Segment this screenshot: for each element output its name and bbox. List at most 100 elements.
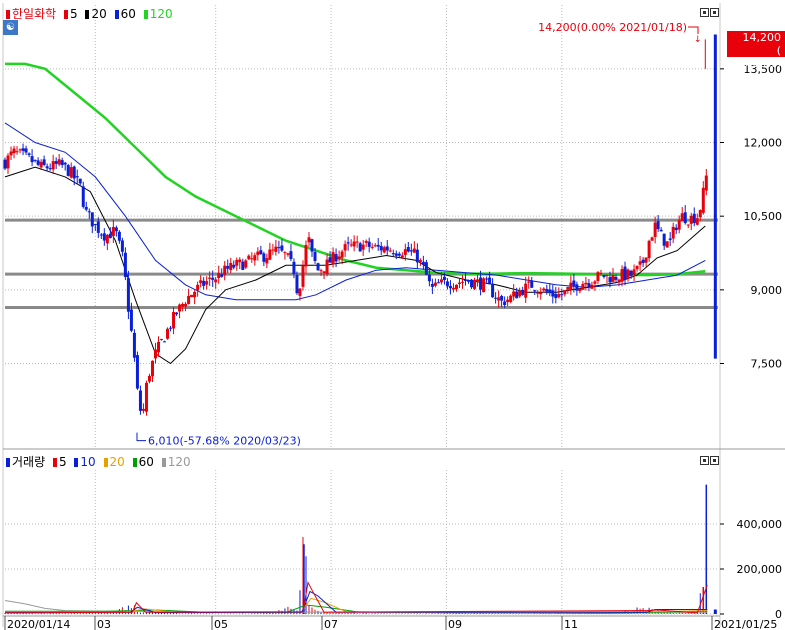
candle-body [406, 247, 410, 252]
candle-body [596, 272, 600, 282]
candle-body [412, 248, 416, 253]
candle-body [12, 148, 16, 154]
volume-axis: 400,000 200,000 0 [720, 518, 782, 621]
volume-legend-ma5: 5 [49, 455, 67, 469]
volume-ma5-line [4, 580, 708, 614]
price-pane-close-button[interactable] [710, 8, 719, 17]
candle-body [433, 282, 437, 286]
candle-body [78, 178, 82, 184]
candle-body [132, 332, 136, 358]
candle-body [457, 282, 461, 285]
candle-body [650, 237, 654, 241]
candle-body [66, 165, 70, 176]
candle-body [202, 280, 206, 286]
candle-body [244, 260, 248, 268]
candle-body [461, 281, 465, 283]
candle-body [355, 241, 359, 243]
candle-body [87, 211, 91, 213]
volume-tick-label: 0 [775, 608, 782, 621]
candle-body [560, 294, 564, 296]
candle-body [430, 283, 434, 287]
candle-body [464, 279, 468, 281]
grid-lines [5, 5, 718, 615]
candle-body [199, 280, 203, 284]
volume-legend: 거래량 5 10 20 60 120 [5, 454, 191, 470]
candle-body [166, 328, 170, 339]
candle-body [54, 161, 58, 164]
candle-body [81, 186, 85, 207]
date-tick-label: 03 [97, 618, 111, 630]
candle-body [250, 258, 254, 260]
candle-body [608, 277, 612, 283]
candle-body [108, 233, 112, 239]
candle-body [211, 277, 215, 280]
candle-body [638, 261, 642, 265]
last-price-tag: 14,200 [727, 31, 785, 44]
candle-body [524, 283, 528, 298]
candle-body [187, 296, 191, 304]
candle-body [69, 167, 73, 178]
candle-body [138, 390, 142, 411]
candle-body [515, 291, 519, 299]
candle-body [21, 148, 25, 151]
candle-body [208, 277, 212, 279]
candle-body [57, 159, 61, 165]
candle-body [521, 289, 525, 295]
price-legend-symbol: 한일화학 [5, 7, 56, 21]
candle-body [15, 151, 19, 153]
candle-body [485, 278, 489, 280]
candle-body [60, 160, 64, 165]
candle-body [683, 212, 687, 224]
candle-body [226, 265, 230, 269]
candle-body [674, 227, 678, 231]
candle-body [361, 244, 365, 250]
candle-body [45, 166, 49, 169]
candle-body [114, 227, 118, 232]
candle-body [196, 284, 200, 291]
candle-body [542, 288, 546, 291]
candle-body [671, 226, 675, 239]
candle-body [328, 257, 332, 263]
candle-body [656, 221, 660, 230]
candle-body [509, 295, 513, 302]
candle-body [662, 233, 666, 246]
candle-body [93, 223, 97, 225]
price-pane-minimize-button[interactable] [700, 8, 709, 17]
candle-body [554, 293, 558, 299]
candle-body [403, 249, 407, 255]
volume-pane-minimize-button[interactable] [700, 456, 709, 465]
candle-body [424, 262, 428, 275]
last-change-tag: ( 29.68%) [727, 44, 785, 70]
candle-body [563, 290, 567, 295]
volume-pane-close-button[interactable] [710, 456, 719, 465]
volume-legend-ma120: 120 [158, 455, 191, 469]
candle-body [232, 264, 236, 268]
price-tick-label: 13,500 [744, 63, 783, 76]
candle-body [241, 261, 245, 270]
price-axis: 13,500 12,000 10,500 9,000 7,500 [720, 63, 782, 371]
candle-body [343, 244, 347, 251]
candle-body [364, 240, 368, 243]
high-annotation-arrow: ↓ [694, 35, 702, 45]
candle-body [575, 284, 579, 291]
candle-body [689, 215, 693, 224]
candle-body [512, 291, 516, 297]
candle-body [235, 259, 239, 266]
candle-body [527, 281, 531, 283]
date-tick-label: 2021/01/25 [714, 618, 777, 630]
candle-body [566, 287, 570, 290]
chart-type-icon[interactable]: ☯ [3, 20, 18, 35]
date-tick-label: 09 [448, 618, 462, 630]
candle-body [427, 274, 431, 282]
candle-body [491, 283, 495, 298]
candle-body [692, 213, 696, 224]
candle-body [677, 220, 681, 230]
candle-body [316, 263, 320, 271]
candle-body [614, 276, 618, 280]
volume-legend-ma60: 60 [129, 455, 154, 469]
candle-body [668, 238, 672, 240]
volume-legend-title: 거래량 [5, 455, 45, 469]
candle-body [358, 243, 362, 252]
candle-body [370, 246, 374, 248]
candle-body [274, 246, 278, 252]
